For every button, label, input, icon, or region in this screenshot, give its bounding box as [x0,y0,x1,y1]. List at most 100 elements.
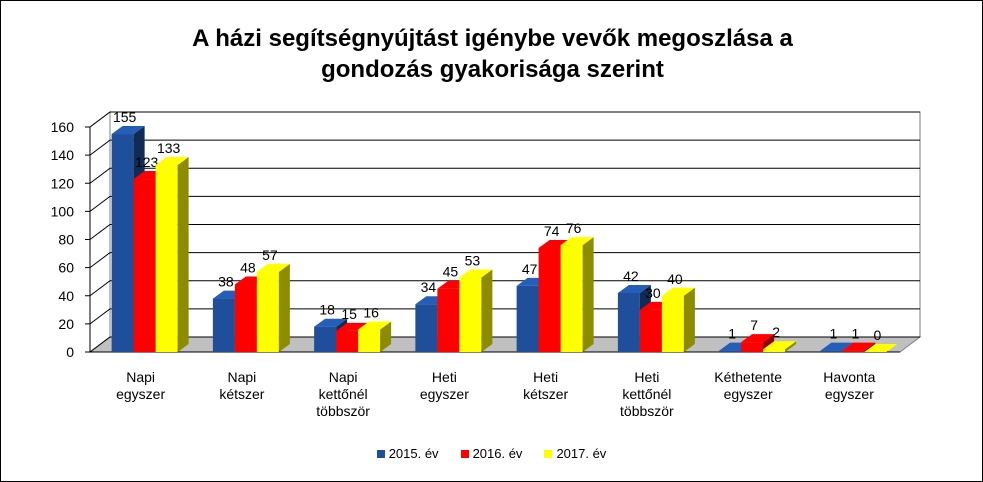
gridline [89,139,920,156]
data-label: 53 [465,252,481,268]
bar-side [177,156,189,352]
bar-side [864,342,876,352]
category-label-line: egyszer [724,386,773,402]
legend-item: 2016. év [460,446,523,461]
data-label: 30 [645,285,661,301]
data-label: 48 [240,260,256,276]
category-label-line: Napi [126,369,155,385]
legend-swatch [376,449,385,458]
category-label-line: többször [620,403,674,419]
chart-title-line-2: gondozás gyakorisága szerint [321,56,664,83]
category-label-line: egyszer [116,386,165,402]
bar-front [133,179,156,352]
bar-front [763,349,786,352]
bar-front [234,284,257,352]
bar-top [617,284,651,293]
bar [560,237,594,352]
bar-top [864,344,898,352]
category-label: Heti kétszer [523,369,568,402]
gridline [89,167,920,184]
bar-front [459,277,482,352]
bar [864,344,898,352]
y-tick-label: 140 [51,147,75,163]
category-label-line: kétszer [219,386,264,402]
data-label: 123 [135,154,159,170]
category-label-line: Napi [227,369,256,385]
chart-title-line-1: A házi segítségnyújtást igénybe vevők me… [192,25,793,52]
y-tick-label: 60 [58,260,74,276]
bar-front [661,295,684,352]
category-label: Kéthetente egyszer [714,369,782,402]
bar [661,287,695,352]
bar-side [683,287,695,352]
legend-label: 2016. év [472,446,523,461]
data-label: 2 [772,324,780,340]
bar-side [278,263,290,352]
y-tick-label: 160 [51,119,75,135]
y-tick-label: 40 [58,288,74,304]
data-label: 155 [113,109,137,125]
category-label: Heti kettőnél többször [620,369,674,419]
bar-front [741,342,764,352]
data-label: 76 [566,220,582,236]
gridline [89,224,920,240]
category-label-line: Heti [533,369,558,385]
bar [842,342,876,352]
category-label-line: kettőnél [622,386,671,402]
category-label: Napi egyszer [116,369,165,402]
legend-label: 2015. év [388,446,439,461]
y-tick-label: 120 [51,175,75,191]
y-tick-label: 0 [66,344,74,360]
bar-side [582,237,594,352]
data-label: 1 [728,326,736,342]
data-label: 45 [443,264,459,280]
bar-front [842,350,865,352]
bar-side [785,341,797,352]
bar-top [358,321,392,330]
legend-swatch [460,449,469,458]
data-label: 74 [544,223,560,239]
gridline [89,252,920,269]
bar-top [314,318,348,327]
category-label: Havonta egyszer [823,369,875,402]
bar-top [256,263,290,272]
bar-front [336,330,359,352]
data-label: 57 [262,247,278,263]
data-label: 18 [319,302,335,318]
bar-front [820,350,843,352]
bar-front [437,288,460,352]
bar-front [538,247,561,352]
bar-top [155,156,189,165]
category-label-line: Kéthetente [714,369,782,385]
category-label-line: Heti [432,369,457,385]
bar-top [560,237,594,246]
category-label-line: kétszer [523,386,568,402]
bar-front [256,271,279,352]
data-label: 38 [218,274,234,290]
category-label: Napi kettőnél többször [316,369,370,419]
y-tick-label: 100 [51,203,75,219]
bar [459,269,493,352]
bar-front [516,285,539,352]
bar-front [358,329,381,352]
bar-side [481,269,493,352]
bar [358,321,392,352]
category-label-line: egyszer [825,386,874,402]
bar [256,263,290,352]
bar-top [763,341,797,350]
bar-front [111,134,134,352]
chart-title: A házi segítségnyújtást igénybe vevők me… [61,23,924,85]
bar-front [719,350,742,352]
bar [155,156,189,352]
category-label-line: egyszer [420,386,469,402]
y-tick-label: 80 [58,232,74,248]
gridline [89,195,920,212]
data-label: 1 [851,326,859,342]
category-label: Napi kétszer [219,369,264,402]
category-label-line: Havonta [823,369,875,385]
bar-top [459,269,493,278]
legend-label: 2017. év [556,446,607,461]
bar-front [314,326,337,352]
bar-side [380,321,392,352]
